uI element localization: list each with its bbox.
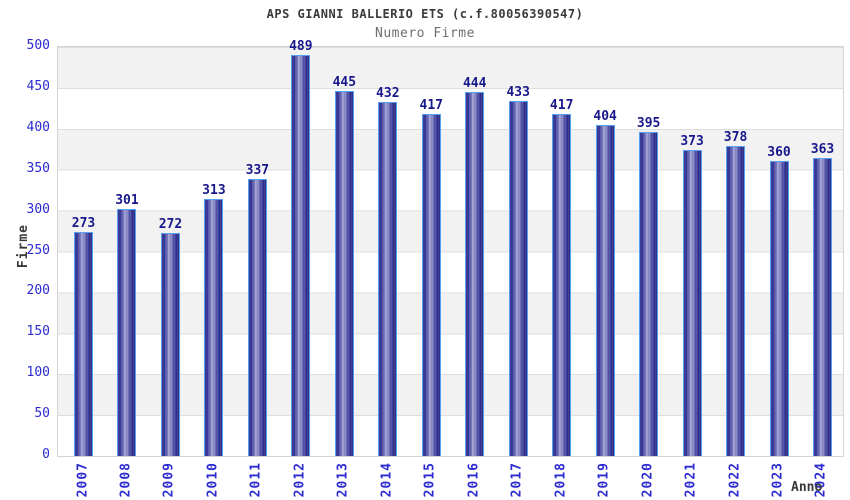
y-tick-label: 200 [26,283,50,299]
bar [74,232,93,456]
bar-value-label: 417 [549,98,574,113]
bar [161,233,180,456]
bar [813,158,832,456]
bar [117,209,136,456]
bar [596,125,615,456]
bar [509,101,528,456]
plot-area: 273 301 272 313 337 489 445 432 417 444 433 417 404 3… [57,40,844,457]
bar-value-label: 444 [462,76,487,91]
year-label: 2009 [161,462,177,498]
year-label: 2013 [335,462,351,498]
bar [248,179,267,456]
chart-title: APS GIANNI BALLERIO ETS (c.f.80056390547… [266,7,584,21]
year-label: 2015 [422,462,438,498]
bar-value-label: 432 [376,86,400,101]
bar [639,132,658,456]
y-tick-label: 500 [26,38,50,53]
y-tick-label: 100 [26,365,50,381]
y-tick-label: 400 [26,119,50,135]
year-label: 2008 [118,462,134,498]
year-label: 2021 [683,462,699,498]
bar-value-label: 272 [158,217,183,232]
y-tick-label: 150 [26,324,50,340]
year-label: 2020 [640,462,656,498]
y-tick-label: 0 [42,447,50,462]
y-tick-label: 250 [26,242,50,258]
bar [683,150,702,456]
bar-value-label: 273 [71,216,96,231]
year-label: 2019 [596,462,612,498]
bar-value-label: 337 [245,163,270,178]
bar-value-label: 360 [767,145,791,160]
bar [422,114,441,456]
bar [726,146,745,456]
year-label: 2016 [466,462,482,498]
bar-value-label: 378 [723,130,748,145]
x-axis-title: Anno [791,480,823,495]
bar [335,91,354,456]
year-label: 2022 [727,462,743,498]
bar-value-label: 373 [680,134,704,149]
year-label: 2017 [509,462,525,498]
y-tick-label: 450 [26,78,50,94]
bar [552,114,571,456]
year-label: 2018 [553,462,569,498]
bar [378,102,397,456]
y-tick-label: 350 [26,160,50,176]
bar-value-label: 301 [115,193,139,208]
bar [204,199,223,456]
bar-value-label: 433 [506,85,530,100]
year-label: 2012 [292,462,308,498]
bar [770,161,789,456]
year-label: 2011 [248,462,264,498]
bar-value-label: 445 [332,75,357,90]
y-tick-label: 300 [26,201,50,217]
year-label: 2023 [770,462,786,498]
y-axis-title: Firme [16,224,31,269]
year-label: 2010 [205,462,221,498]
bar-value-label: 363 [810,142,835,157]
bar-value-label: 313 [202,183,226,198]
year-label: 2007 [75,462,90,498]
bar-value-label: 395 [636,116,661,131]
bar [465,92,484,456]
year-label: 2014 [379,462,395,498]
bar-value-label: 489 [289,39,313,54]
bar-value-label: 417 [419,98,443,113]
bar-value-label: 404 [593,109,617,124]
chart-subtitle: Numero Firme [375,26,475,41]
bar [291,55,310,456]
y-tick-label: 50 [34,406,50,422]
